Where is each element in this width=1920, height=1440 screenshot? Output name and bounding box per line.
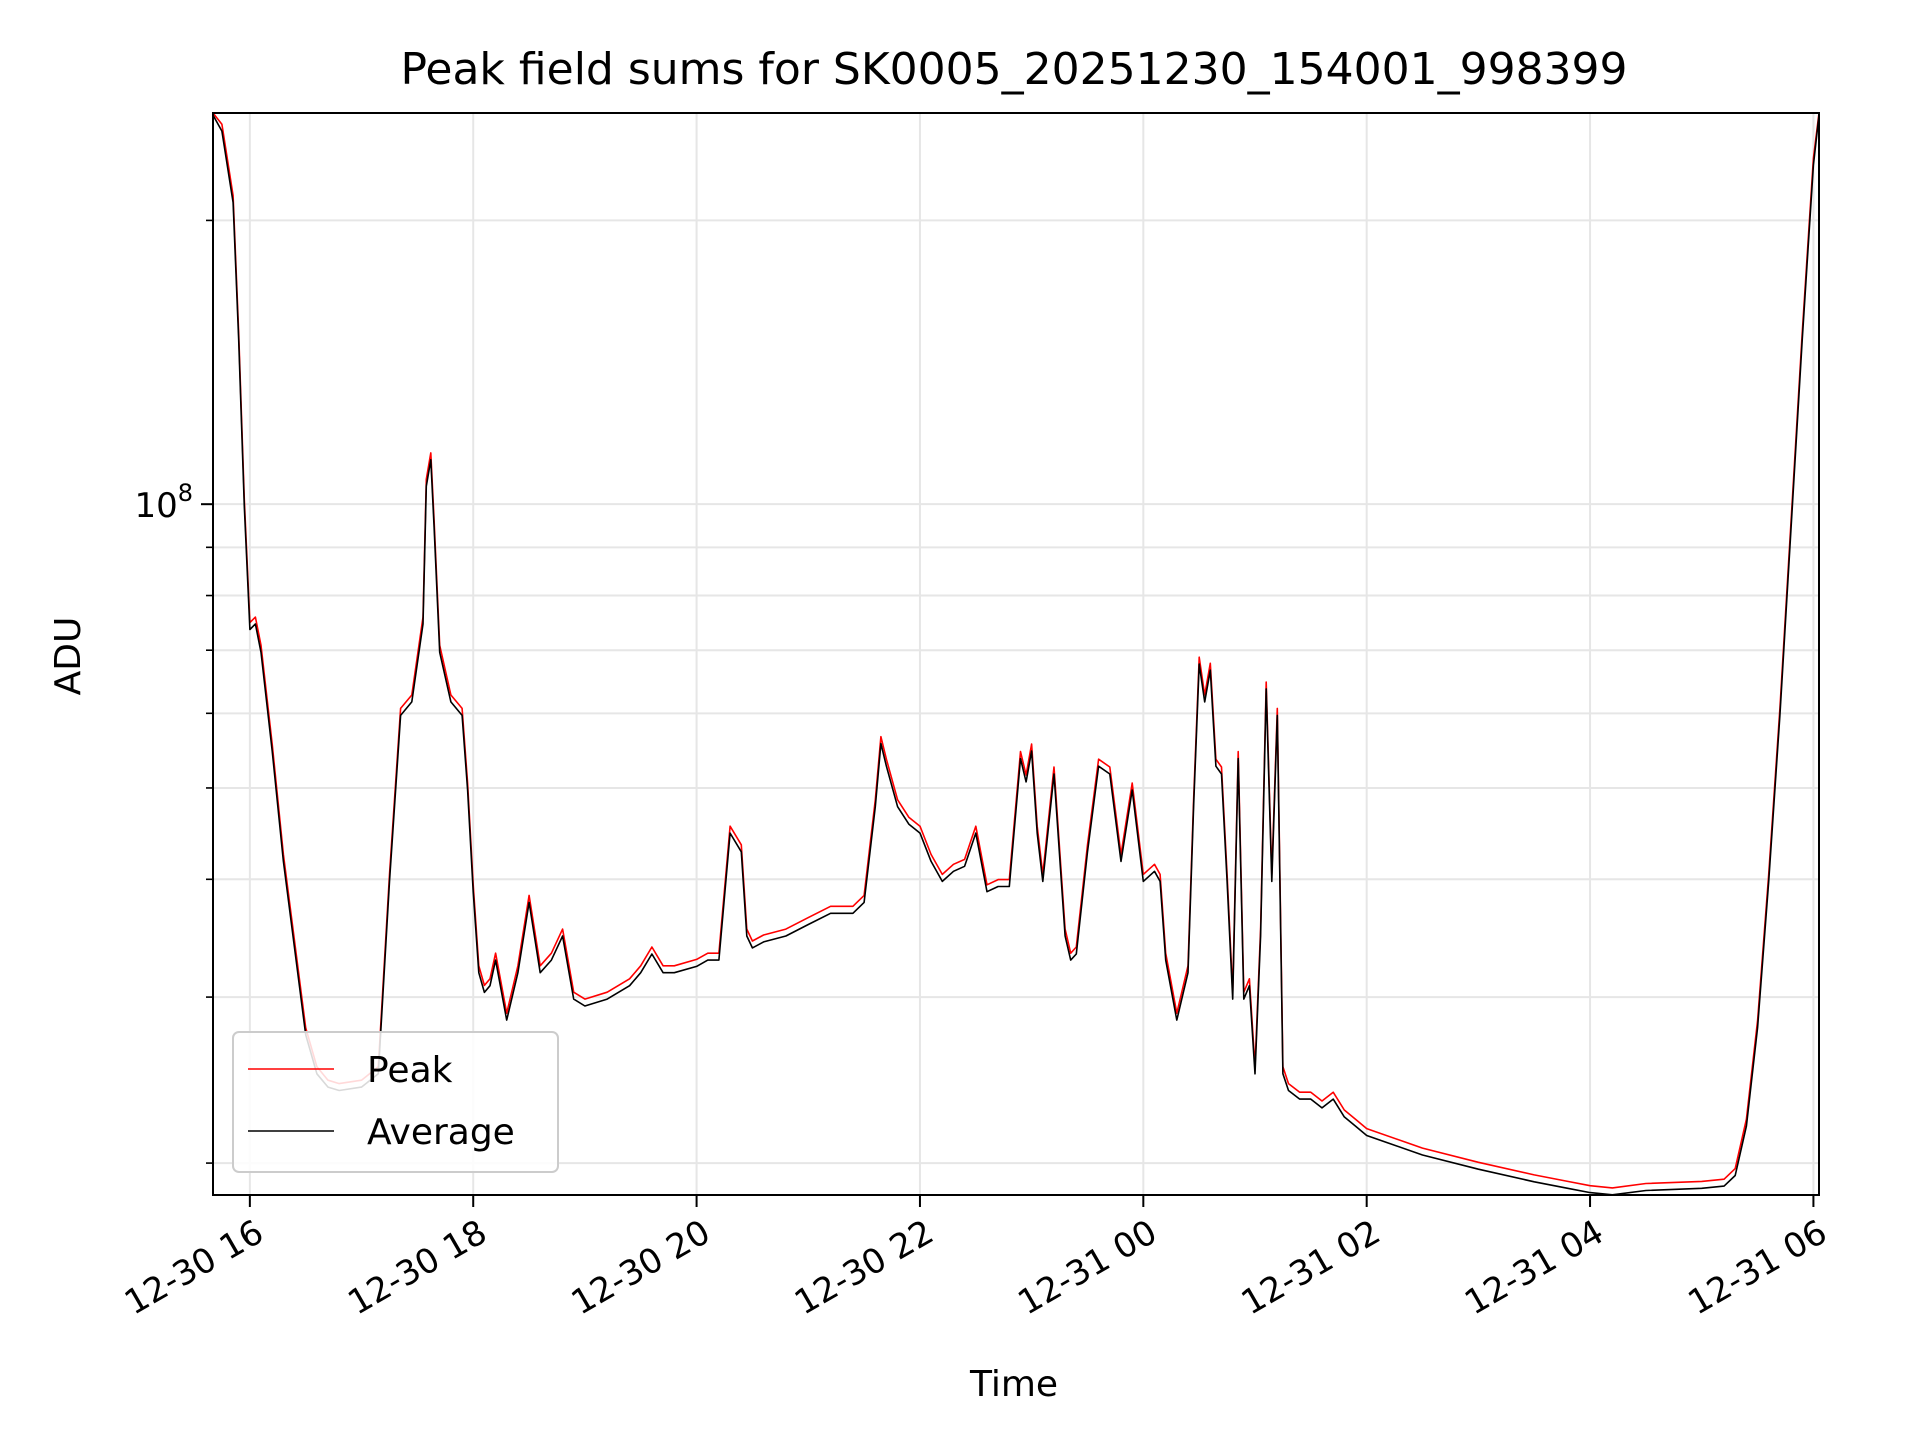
legend: Peak Average [232, 1031, 559, 1173]
y-axis-label: ADU [48, 617, 89, 696]
legend-box [232, 1031, 559, 1173]
y-tick-label: 108 [134, 479, 193, 526]
grid [213, 113, 1819, 1195]
series-line-average [212, 114, 1820, 1196]
legend-label-average: Average [367, 1112, 515, 1153]
plot-frame [212, 112, 1820, 1196]
x-axis-label: Time [969, 1364, 1058, 1405]
chart-title: Peak field sums for SK0005_20251230_1540… [400, 44, 1627, 95]
legend-label-peak: Peak [367, 1050, 453, 1091]
series-layer [212, 112, 1820, 1196]
